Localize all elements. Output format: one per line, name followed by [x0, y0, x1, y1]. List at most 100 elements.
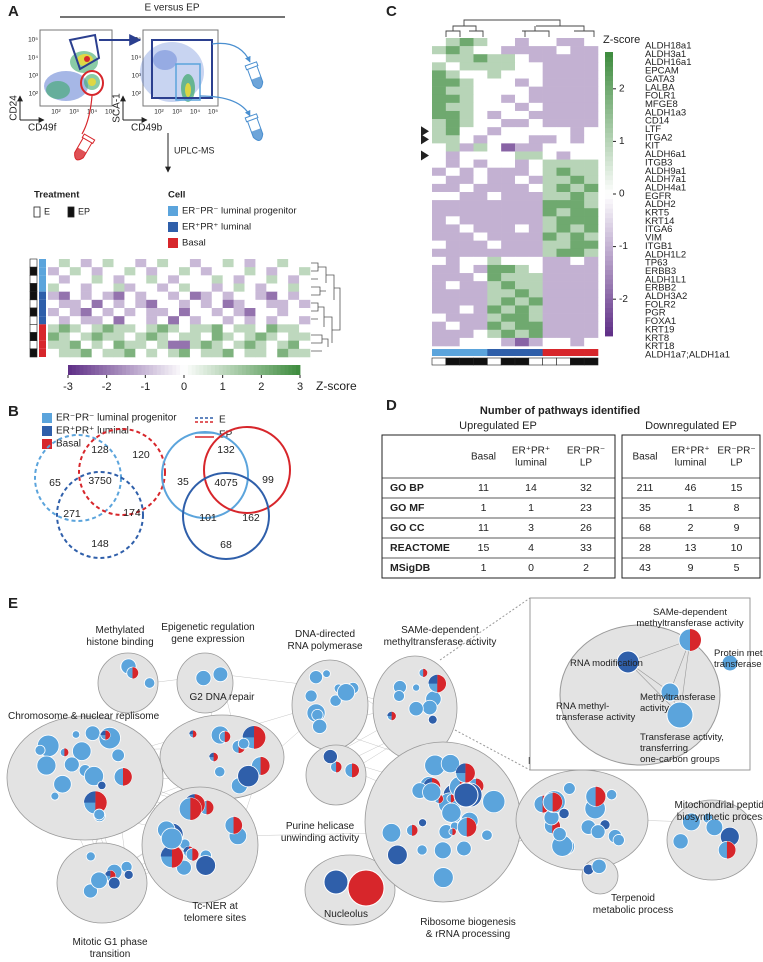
- heatmap-cell: [58, 324, 71, 333]
- heatmap-cell: [244, 259, 256, 268]
- heatmap-cell: [299, 275, 311, 284]
- heatmap-cell: [473, 305, 488, 314]
- heatmap-cell: [515, 135, 530, 144]
- colorbar-step: [605, 194, 613, 200]
- heatmap-cell: [487, 329, 502, 339]
- heatmap-cell: [459, 151, 474, 160]
- heatmap-cell: [487, 192, 502, 201]
- heatmap-cell: [146, 340, 158, 350]
- heatmap-cell: [48, 283, 60, 292]
- legend-label: EP: [78, 206, 90, 216]
- cell-bar: [39, 308, 46, 317]
- colorbar-step: [605, 222, 613, 228]
- heatmap-cell: [459, 54, 474, 63]
- treatment-bar: [570, 357, 585, 366]
- heatmap-cell: [501, 240, 516, 250]
- table-group: Downregulated EP: [645, 420, 737, 432]
- cell-bar: [445, 349, 460, 356]
- heatmap-cell: [542, 119, 557, 128]
- colorbar-step: [605, 99, 613, 105]
- colorbar-step: [605, 104, 613, 110]
- heatmap-cell: [528, 281, 543, 290]
- heatmap-cell: [266, 299, 278, 309]
- treatment-bar: [583, 357, 599, 366]
- heatmap-cell: [584, 224, 599, 233]
- heatmap-cell: [288, 324, 300, 333]
- heatmap-cell: [432, 183, 447, 193]
- heatmap-cell: [277, 259, 289, 268]
- node: [195, 855, 216, 876]
- colorbar-step: [191, 365, 196, 375]
- treatment-bar: [542, 357, 557, 366]
- sort-arrow: [199, 95, 251, 117]
- cell-bar: [556, 349, 571, 356]
- heatmap-cell: [556, 86, 571, 96]
- node: [682, 812, 701, 832]
- heatmap-cell: [113, 348, 125, 358]
- colorbar-step: [605, 321, 613, 327]
- heatmap-cell: [445, 321, 460, 331]
- heatmap-cell: [288, 316, 300, 325]
- node: [591, 858, 607, 874]
- heatmap-cell: [200, 348, 213, 358]
- heatmap-cell: [584, 159, 599, 168]
- node: [97, 780, 107, 790]
- heatmap-cell: [445, 135, 460, 144]
- heatmap-cell: [91, 308, 103, 317]
- heatmap-cell: [528, 264, 543, 274]
- heatmap-cell: [501, 94, 516, 104]
- heatmap-cell: [58, 316, 71, 325]
- heatmap-cell: [501, 175, 516, 185]
- heatmap-cell: [515, 102, 530, 112]
- heatmap-cell: [432, 329, 447, 339]
- flow-y-tick: 10³: [29, 73, 39, 80]
- cluster: [559, 624, 721, 766]
- heatmap-cell: [102, 259, 114, 268]
- heatmap-cell: [211, 267, 223, 276]
- heatmap-cell: [584, 119, 599, 128]
- inset-label-line: RNA methyl-: [556, 701, 609, 712]
- colorbar-step: [605, 283, 613, 290]
- node: [616, 650, 640, 674]
- heatmap-cell: [277, 316, 289, 325]
- treatment-bar: [29, 266, 38, 276]
- heatmap-cell: [473, 321, 488, 331]
- heatmap-cell: [432, 248, 447, 258]
- gene-label: CD14: [645, 116, 669, 127]
- inset-label: Transferase activity, transferring one-car…: [640, 732, 724, 765]
- heatmap-cell: [80, 324, 92, 333]
- heatmap-cell: [445, 256, 460, 266]
- heatmap-cell: [570, 110, 585, 120]
- heatmap-cell: [200, 340, 213, 350]
- heatmap-cell: [445, 46, 460, 55]
- heatmap-cell: [487, 38, 502, 47]
- heatmap-cell: [432, 192, 447, 201]
- heatmap-cell: [570, 78, 585, 87]
- heatmap-cell: [487, 256, 502, 266]
- heatmap-cell: [542, 78, 557, 87]
- heatmap-cell: [501, 200, 516, 209]
- colorbar-label: Z-score: [603, 34, 640, 46]
- heatmap-cell: [168, 259, 180, 268]
- heatmap-cell: [528, 54, 543, 63]
- inset-label-line: Transferase activity,: [640, 732, 724, 743]
- heatmap-cell: [459, 264, 474, 274]
- heatmap-cell: [146, 332, 158, 341]
- tube-fill: [251, 76, 263, 89]
- heatmap-cell: [556, 167, 571, 177]
- heatmap-cell: [542, 216, 557, 225]
- heatmap-cell: [459, 208, 474, 217]
- heatmap-cell: [80, 316, 92, 325]
- panel-label: E: [8, 595, 18, 612]
- heatmap-cell: [570, 127, 585, 136]
- heatmap-cell: [124, 259, 136, 268]
- heatmap-cell: [570, 256, 585, 266]
- heatmap-cell: [157, 259, 169, 268]
- node-wedge: [726, 841, 736, 859]
- heatmap-cell: [277, 340, 289, 350]
- heatmap-cell: [542, 110, 557, 120]
- heatmap-cell: [211, 259, 223, 268]
- heatmap-cell: [255, 324, 267, 333]
- heatmap-cell: [528, 248, 543, 258]
- heatmap-cell: [528, 313, 543, 322]
